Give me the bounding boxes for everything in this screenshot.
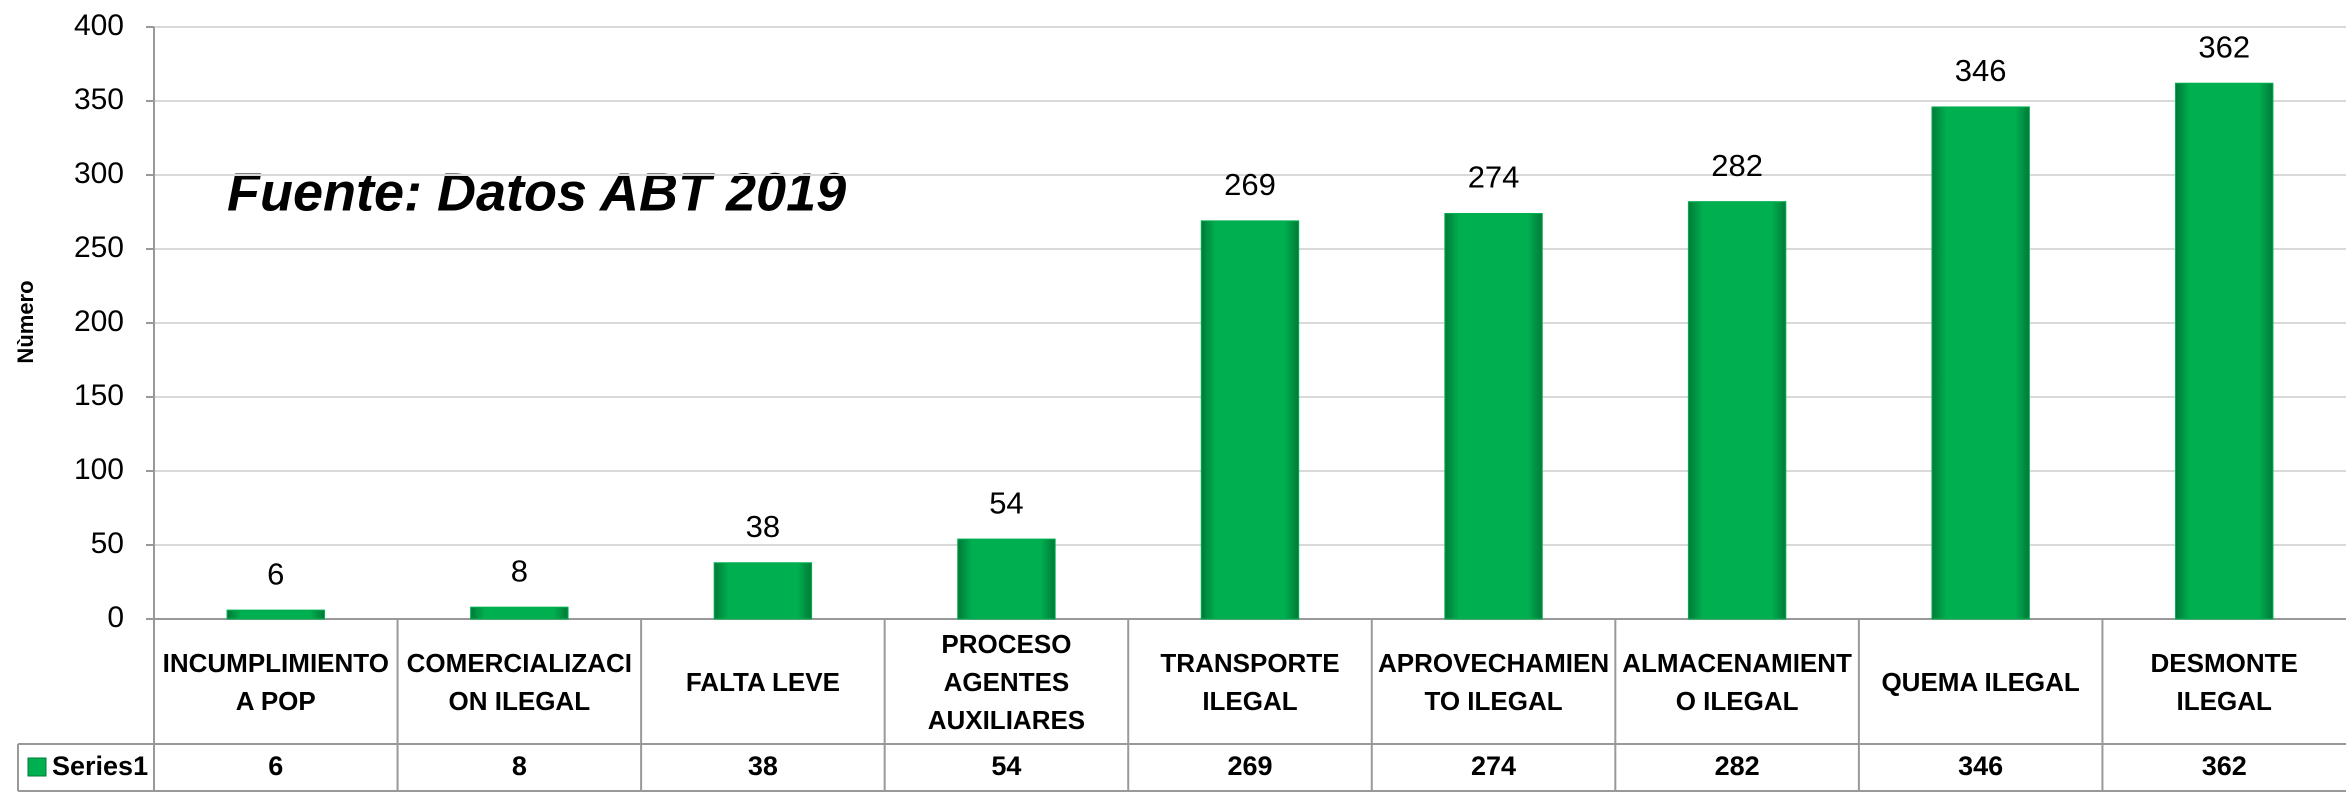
bar (226, 609, 325, 620)
y-tick-label: 350 (74, 83, 124, 116)
table-value: 54 (991, 751, 1021, 781)
bar (1444, 212, 1543, 620)
y-tick-label: 0 (107, 601, 124, 634)
data-label: 54 (989, 485, 1023, 520)
x-tick-label: INCUMPLIMIENTO A POP (162, 647, 389, 716)
bar (1200, 220, 1300, 620)
bar (957, 538, 1056, 620)
table-value: 346 (1958, 751, 2003, 781)
data-label: 38 (746, 509, 780, 544)
legend-label: Series1 (52, 751, 148, 781)
y-tick-label: 200 (74, 305, 124, 338)
x-tick-label: APROVECHAMIENTO ILEGAL (1377, 647, 1610, 716)
data-label: 274 (1468, 160, 1520, 195)
table-value: 274 (1471, 751, 1516, 781)
bar (470, 606, 569, 620)
x-tick-label: DESMONTE ILEGAL (2150, 647, 2298, 716)
table-value: 269 (1227, 751, 1272, 781)
bar (1931, 106, 2030, 620)
y-tick-label: 100 (74, 453, 124, 486)
table-value: 8 (512, 751, 527, 781)
x-tick-label: QUEMA ILEGAL (1881, 666, 2080, 697)
y-tick-label: 400 (74, 9, 124, 42)
data-label: 282 (1711, 148, 1763, 183)
data-label: 346 (1955, 53, 2007, 88)
bar (2175, 82, 2274, 620)
x-tick-label: PROCESO AGENTES AUXILIARES (927, 628, 1086, 735)
bar (1687, 201, 1787, 620)
x-tick-label: FALTA LEVE (685, 666, 840, 697)
x-tick-label: TRANSPORTE ILEGAL (1160, 647, 1340, 716)
table-value: 6 (268, 751, 283, 781)
y-tick-label: 300 (74, 157, 124, 190)
bar (713, 562, 813, 620)
y-axis-label: Nùmero (13, 280, 38, 363)
y-tick-label: 50 (91, 527, 124, 560)
y-tick-label: 250 (74, 231, 124, 264)
legend-swatch (27, 757, 47, 777)
data-label: 269 (1224, 167, 1276, 202)
y-tick-label: 150 (74, 379, 124, 412)
x-tick-label: ALMACENAMIENTO ILEGAL (1622, 647, 1852, 716)
data-label: 8 (511, 553, 528, 588)
table-value: 282 (1715, 751, 1760, 781)
table-value: 38 (748, 751, 778, 781)
annotation: Fuente: Datos ABT 2019 (227, 162, 846, 222)
data-label: 6 (267, 556, 284, 591)
x-tick-label: COMERCIALIZACION ILEGAL (406, 647, 632, 716)
table-value: 362 (2202, 751, 2247, 781)
data-label: 362 (2198, 29, 2250, 64)
